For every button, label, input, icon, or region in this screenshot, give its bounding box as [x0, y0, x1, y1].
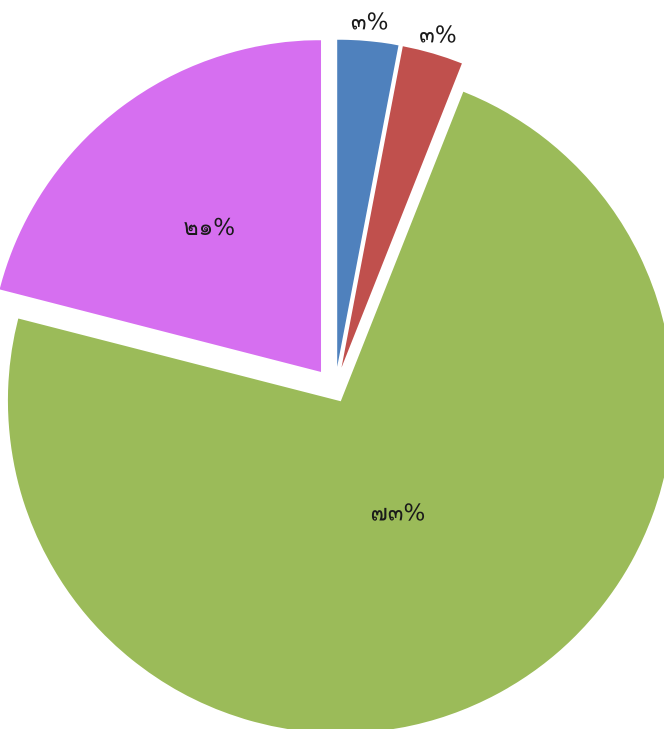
pie-slice-2 — [339, 45, 464, 373]
pie-slice-3-label: ๗๓% — [370, 500, 425, 526]
pie-slice-1 — [336, 38, 400, 373]
pie-slice-4 — [0, 39, 323, 374]
pie-slice-2-label: ๓% — [419, 23, 457, 49]
pie-slice-4-label: ๒๑% — [183, 215, 235, 241]
pie-slices — [0, 38, 664, 729]
pie-slice-3 — [7, 90, 664, 729]
pie-labels: ๓% ๓% ๗๓% ๒๑% — [183, 10, 456, 527]
pie-slice-1-label: ๓% — [351, 10, 389, 36]
